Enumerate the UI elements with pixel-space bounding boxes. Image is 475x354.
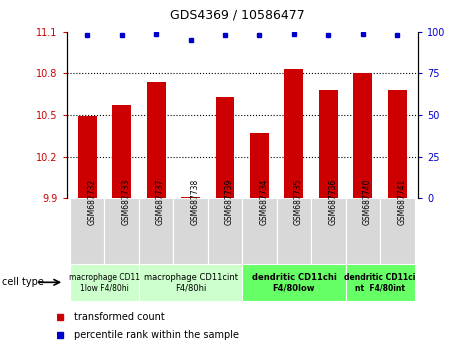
Text: GSM687734: GSM687734	[259, 178, 268, 225]
Bar	[78, 116, 96, 198]
Text: macrophage CD11
1low F4/80hi: macrophage CD11 1low F4/80hi	[69, 273, 140, 292]
Bar	[250, 133, 269, 198]
Text: GSM687741: GSM687741	[397, 178, 406, 225]
Bar	[181, 197, 200, 198]
Text: macrophage CD11cint
F4/80hi: macrophage CD11cint F4/80hi	[143, 273, 238, 292]
Bar	[139, 264, 242, 301]
Bar	[388, 90, 407, 198]
Bar	[346, 198, 380, 264]
Bar	[353, 74, 372, 198]
Text: GSM687735: GSM687735	[294, 178, 303, 225]
Text: GSM687740: GSM687740	[363, 178, 372, 225]
Bar	[346, 264, 415, 301]
Bar	[208, 198, 242, 264]
Bar	[380, 198, 415, 264]
Bar	[216, 97, 235, 198]
Text: GSM687736: GSM687736	[328, 178, 337, 225]
Text: GSM687737: GSM687737	[156, 178, 165, 225]
Bar	[242, 264, 346, 301]
Bar	[112, 105, 131, 198]
Text: GSM687733: GSM687733	[122, 178, 131, 225]
Bar	[277, 198, 311, 264]
Bar	[319, 90, 338, 198]
Text: cell type: cell type	[2, 277, 44, 287]
Bar	[104, 198, 139, 264]
Text: percentile rank within the sample: percentile rank within the sample	[74, 330, 238, 339]
Text: GSM687739: GSM687739	[225, 178, 234, 225]
Bar	[139, 198, 173, 264]
Bar	[70, 198, 104, 264]
Text: GSM687738: GSM687738	[190, 178, 200, 225]
Text: dendritic CD11chi
F4/80low: dendritic CD11chi F4/80low	[251, 273, 336, 292]
Text: dendritic CD11ci
nt  F4/80int: dendritic CD11ci nt F4/80int	[344, 273, 416, 292]
Bar	[173, 198, 208, 264]
Bar	[242, 198, 277, 264]
Text: transformed count: transformed count	[74, 312, 164, 322]
Bar	[311, 198, 346, 264]
Text: GDS4369 / 10586477: GDS4369 / 10586477	[170, 9, 305, 22]
Bar	[147, 82, 166, 198]
Text: GSM687732: GSM687732	[87, 178, 96, 225]
Bar	[70, 264, 139, 301]
Bar	[285, 69, 304, 198]
